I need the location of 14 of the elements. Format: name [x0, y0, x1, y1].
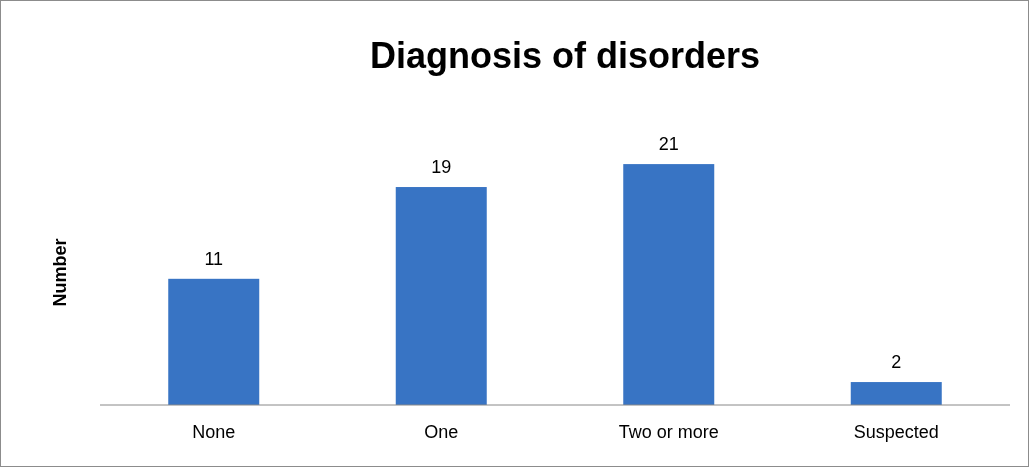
y-axis-title: Number	[50, 238, 70, 307]
x-tick-label: Two or more	[618, 422, 719, 442]
x-tick-label: One	[424, 422, 459, 442]
bar	[850, 382, 942, 405]
bar	[623, 164, 715, 405]
x-tick-label: None	[192, 422, 236, 442]
x-tick-label: Suspected	[853, 422, 939, 442]
data-label: 19	[431, 157, 452, 178]
data-label: 2	[891, 352, 902, 373]
data-label: 21	[658, 134, 679, 155]
chart-title: Diagnosis of disorders	[369, 35, 761, 76]
data-label: 11	[204, 248, 224, 269]
bar	[168, 278, 260, 405]
bar	[395, 187, 487, 405]
